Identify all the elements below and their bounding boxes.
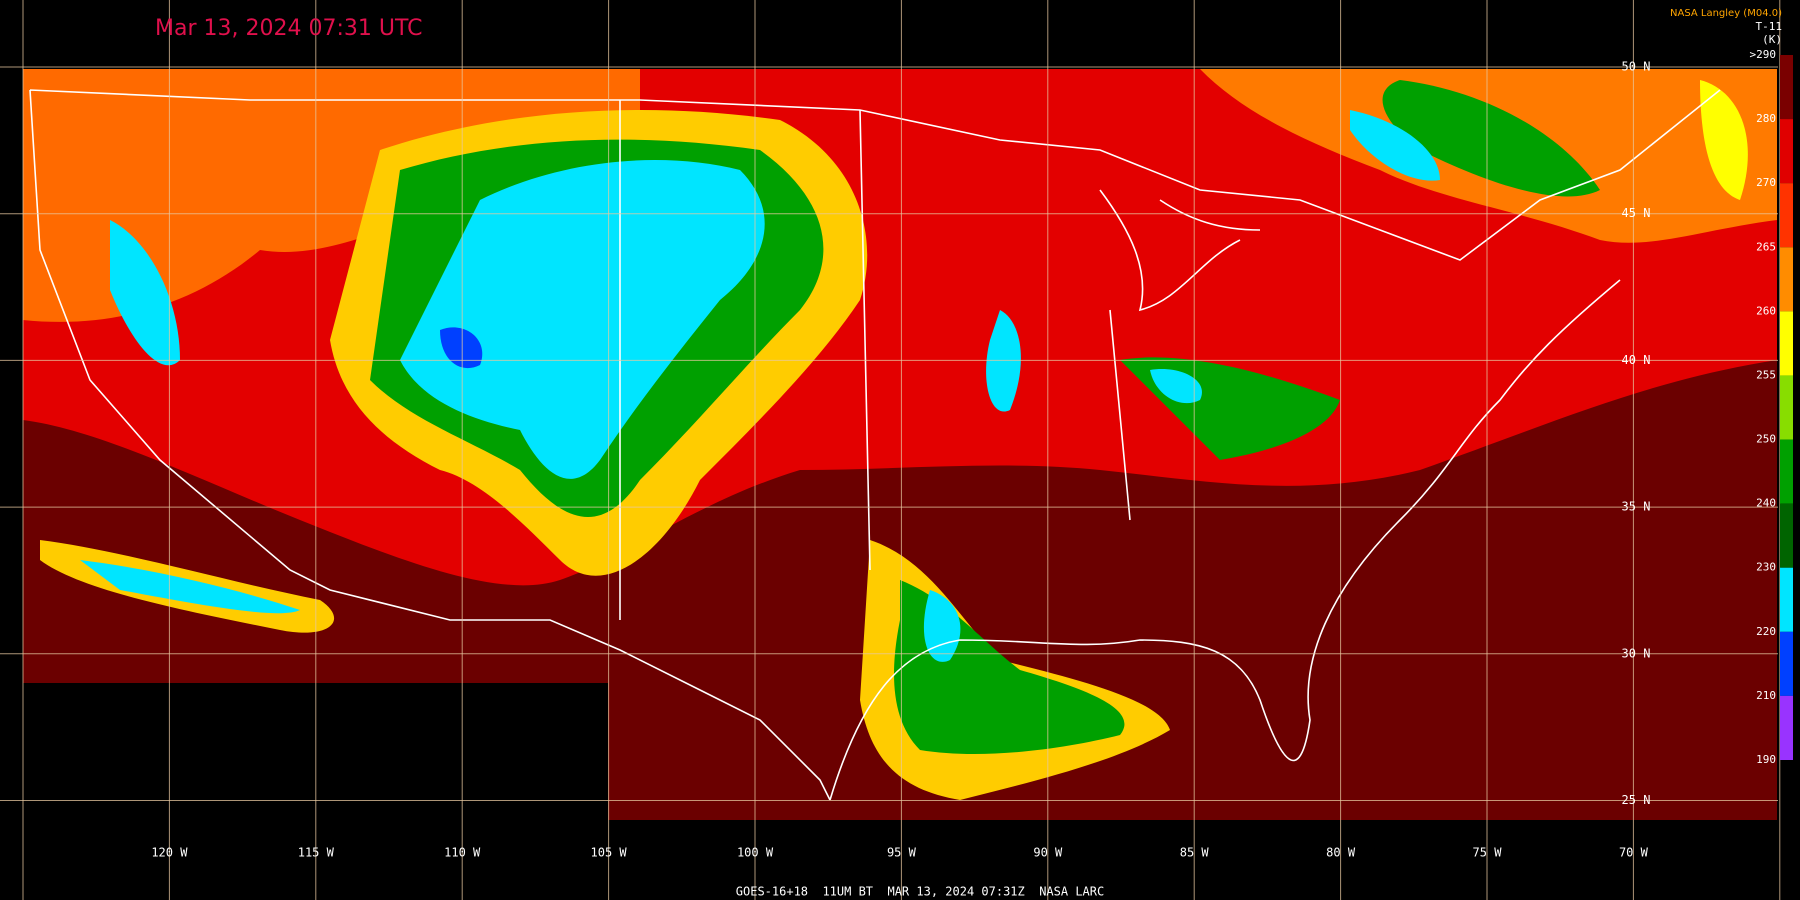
colorbar-segment — [1780, 439, 1793, 504]
colorbar-label: >290 — [1750, 48, 1777, 61]
longitude-label: 110 W — [444, 846, 481, 860]
colorbar-label: 220 — [1756, 625, 1776, 638]
latitude-label: 40 N — [1622, 353, 1651, 367]
latitude-label: 50 N — [1622, 60, 1651, 74]
channel-label: T-11 — [1756, 20, 1783, 33]
longitude-label: 80 W — [1326, 846, 1356, 860]
source-label: NASA Langley (M04.0) — [1670, 8, 1782, 19]
colorbar-label: 190 — [1756, 753, 1776, 766]
colorbar-label: 250 — [1756, 433, 1776, 446]
colorbar-label: 230 — [1756, 561, 1776, 574]
longitude-label: 85 W — [1180, 846, 1210, 860]
colorbar-segment — [1780, 375, 1793, 440]
colorbar-segment — [1780, 567, 1793, 632]
colorbar-label: 260 — [1756, 304, 1776, 317]
latitude-label: 30 N — [1622, 646, 1651, 660]
latitude-label: 35 N — [1622, 500, 1651, 514]
colorbar-label: 270 — [1756, 176, 1776, 189]
colorbar-label: 240 — [1756, 497, 1776, 510]
colorbar-segment — [1780, 631, 1793, 696]
longitude-label: 90 W — [1033, 846, 1063, 860]
latitude-label: 25 N — [1622, 793, 1651, 807]
latitude-label: 45 N — [1622, 206, 1651, 220]
colorbar-label: 255 — [1756, 368, 1776, 381]
colorbar-label: 210 — [1756, 689, 1776, 702]
colorbar: >290 280 270 265 260 255 250 240 230 220 210 190 — [1750, 48, 1793, 766]
coastlines-and-borders — [29, 89, 1721, 801]
title: Mar 13, 2024 07:31 UTC — [155, 16, 422, 41]
longitude-label: 115 W — [298, 846, 335, 860]
colorbar-segment — [1780, 247, 1793, 312]
colorbar-segment — [1780, 119, 1793, 184]
colorbar-segment — [1780, 311, 1793, 376]
imagery — [23, 69, 1777, 820]
colorbar-label: 265 — [1756, 240, 1776, 253]
colorbar-segment — [1780, 695, 1793, 760]
colorbar-segment — [1780, 183, 1793, 248]
longitude-label: 70 W — [1619, 846, 1649, 860]
longitude-label: 105 W — [591, 846, 628, 860]
longitude-label: 75 W — [1473, 846, 1503, 860]
colorbar-label: 280 — [1756, 112, 1776, 125]
longitude-label: 120 W — [151, 846, 188, 860]
unit-label: (K) — [1762, 33, 1782, 46]
colorbar-segment — [1780, 503, 1793, 568]
longitude-label: 100 W — [737, 846, 774, 860]
colorbar-segment — [1780, 55, 1793, 120]
longitude-label: 95 W — [887, 846, 917, 860]
footer: GOES-16+18 11UM BT MAR 13, 2024 07:31Z N… — [736, 885, 1104, 899]
